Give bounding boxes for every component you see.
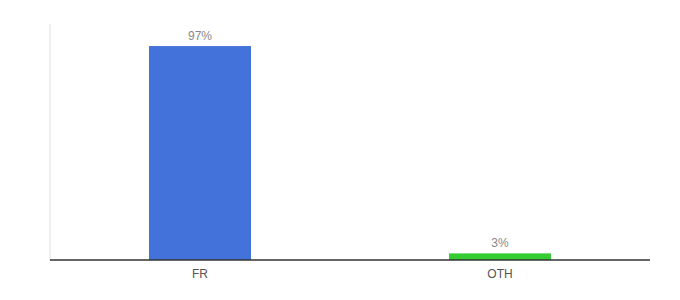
- x-axis-line: [50, 259, 650, 261]
- labels: 97% 3%: [188, 29, 509, 250]
- chart-svg: 97% 3% FR OTH: [0, 0, 680, 300]
- data-label: 97%: [188, 29, 212, 43]
- bar: [449, 253, 551, 260]
- bar: [149, 46, 251, 260]
- x-tick-label: OTH: [487, 267, 512, 281]
- bars: [149, 46, 551, 260]
- y-axis-line: [50, 24, 51, 260]
- chart-container: 97% 3% FR OTH: [0, 0, 680, 300]
- x-tick-label: FR: [192, 267, 208, 281]
- data-label: 3%: [491, 236, 509, 250]
